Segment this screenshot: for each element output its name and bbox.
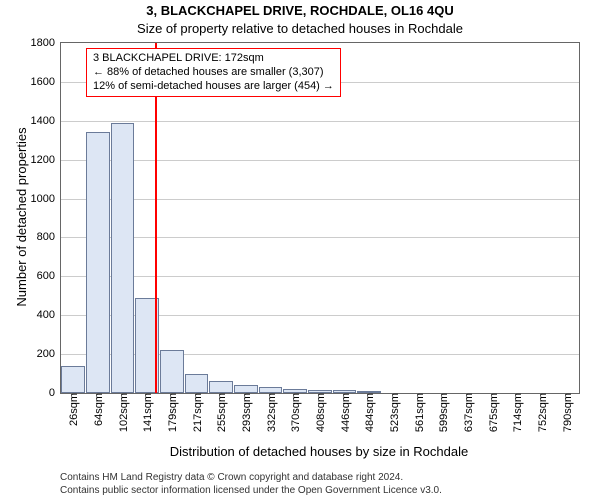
x-tick-label: 332sqm	[264, 393, 278, 432]
x-tick-label: 179sqm	[165, 393, 179, 432]
x-tick-label: 408sqm	[313, 393, 327, 432]
grid-line	[61, 199, 579, 200]
x-tick-label: 26sqm	[66, 393, 80, 426]
y-axis-label: Number of detached properties	[14, 127, 29, 306]
y-tick-label: 1000	[31, 193, 61, 205]
y-tick-label: 1400	[31, 115, 61, 127]
y-tick-label: 1600	[31, 76, 61, 88]
histogram-bar	[209, 381, 233, 393]
annotation-line-3: 12% of semi-detached houses are larger (…	[93, 80, 334, 94]
x-tick-label: 675sqm	[486, 393, 500, 432]
chart-subtitle: Size of property relative to detached ho…	[0, 21, 600, 36]
x-tick-label: 561sqm	[412, 393, 426, 432]
y-tick-label: 400	[37, 309, 61, 321]
annotation-box: 3 BLACKCHAPEL DRIVE: 172sqm ← 88% of det…	[86, 48, 341, 97]
x-tick-label: 599sqm	[436, 393, 450, 432]
grid-line	[61, 160, 579, 161]
x-tick-label: 370sqm	[288, 393, 302, 432]
grid-line	[61, 237, 579, 238]
y-tick-label: 600	[37, 270, 61, 282]
annotation-line-1: 3 BLACKCHAPEL DRIVE: 172sqm	[93, 52, 334, 66]
x-tick-label: 752sqm	[535, 393, 549, 432]
chart-container: { "header": { "address_line": "3, BLACKC…	[0, 0, 600, 500]
x-tick-label: 790sqm	[560, 393, 574, 432]
histogram-bar	[61, 366, 85, 393]
grid-line	[61, 121, 579, 122]
grid-line	[61, 276, 579, 277]
histogram-bar	[234, 385, 258, 393]
y-tick-label: 800	[37, 231, 61, 243]
y-tick-label: 200	[37, 348, 61, 360]
footer-line-1: Contains HM Land Registry data © Crown c…	[60, 472, 590, 485]
x-tick-label: 523sqm	[387, 393, 401, 432]
x-tick-label: 484sqm	[362, 393, 376, 432]
x-axis-label: Distribution of detached houses by size …	[60, 444, 578, 459]
x-tick-label: 637sqm	[461, 393, 475, 432]
footer: Contains HM Land Registry data © Crown c…	[60, 472, 590, 497]
histogram-bar	[160, 350, 184, 393]
x-tick-label: 714sqm	[510, 393, 524, 432]
y-tick-label: 1200	[31, 154, 61, 166]
x-tick-label: 293sqm	[239, 393, 253, 432]
x-tick-label: 255sqm	[214, 393, 228, 432]
annotation-line-2: ← 88% of detached houses are smaller (3,…	[93, 66, 334, 80]
x-tick-label: 64sqm	[91, 393, 105, 426]
x-tick-label: 141sqm	[140, 393, 154, 432]
x-tick-label: 102sqm	[116, 393, 130, 432]
x-tick-label: 446sqm	[338, 393, 352, 432]
histogram-bar	[111, 123, 135, 393]
histogram-bar	[86, 132, 110, 393]
y-tick-label: 0	[49, 387, 61, 399]
x-tick-label: 217sqm	[190, 393, 204, 432]
address-title: 3, BLACKCHAPEL DRIVE, ROCHDALE, OL16 4QU	[0, 3, 600, 18]
y-tick-label: 1800	[31, 37, 61, 49]
histogram-bar	[185, 374, 209, 393]
footer-line-2: Contains public sector information licen…	[60, 485, 590, 498]
